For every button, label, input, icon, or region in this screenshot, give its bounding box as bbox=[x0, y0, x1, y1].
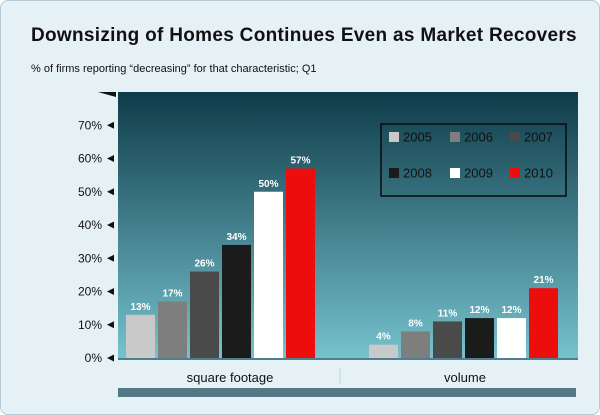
data-label: 34% bbox=[226, 232, 246, 243]
legend-label-2005: 2005 bbox=[403, 130, 432, 145]
legend-label-2009: 2009 bbox=[464, 166, 493, 181]
data-label: 17% bbox=[162, 288, 182, 299]
legend-swatch-2010 bbox=[510, 168, 520, 178]
legend-swatch-2006 bbox=[450, 132, 460, 142]
legend-label-2007: 2007 bbox=[524, 130, 553, 145]
data-label: 8% bbox=[408, 318, 423, 329]
chart-subtitle: % of firms reporting “decreasing” for th… bbox=[31, 63, 317, 75]
bar-2008-volume bbox=[465, 318, 494, 358]
data-label: 50% bbox=[258, 179, 278, 190]
data-label: 13% bbox=[130, 302, 150, 313]
y-tick-marker bbox=[107, 254, 114, 262]
y-tick-label: 50% bbox=[78, 185, 102, 199]
y-tick-marker bbox=[107, 121, 114, 129]
x-category-label: volume bbox=[444, 370, 486, 385]
y-tick-marker bbox=[107, 288, 114, 295]
y-tick-marker bbox=[107, 221, 114, 229]
chart-title: Downsizing of Homes Continues Even as Ma… bbox=[31, 25, 577, 46]
y-tick-label: 0% bbox=[85, 351, 103, 365]
data-label: 26% bbox=[194, 259, 214, 270]
bar-2006-square-footage bbox=[158, 301, 187, 358]
bar-2010-square-footage bbox=[286, 168, 315, 358]
legend-swatch-2005 bbox=[389, 132, 399, 142]
bar-2009-volume bbox=[497, 318, 526, 358]
bar-2009-square-footage bbox=[254, 191, 283, 358]
data-label: 12% bbox=[469, 305, 489, 316]
x-category-label: square footage bbox=[187, 370, 274, 385]
bar-2008-square-footage bbox=[222, 244, 251, 358]
data-label: 12% bbox=[501, 305, 521, 316]
legend-swatch-2008 bbox=[389, 168, 399, 178]
y-tick-label: 60% bbox=[78, 152, 102, 166]
y-tick-label: 70% bbox=[78, 118, 102, 132]
data-label: 11% bbox=[438, 308, 458, 319]
data-label: 4% bbox=[376, 332, 391, 343]
y-tick-label: 10% bbox=[78, 318, 102, 332]
footer-bar bbox=[118, 388, 576, 397]
x-axis-line bbox=[118, 358, 578, 360]
y-tick-marker bbox=[107, 321, 114, 329]
bar-2006-volume bbox=[401, 331, 430, 358]
bar-2005-volume bbox=[369, 344, 398, 358]
legend-box bbox=[380, 123, 567, 197]
y-tick-label: 20% bbox=[78, 285, 102, 299]
bar-2005-square-footage bbox=[126, 314, 155, 358]
bar-2007-volume bbox=[433, 321, 462, 358]
bar-2007-square-footage bbox=[190, 271, 219, 358]
legend-label-2010: 2010 bbox=[524, 166, 553, 181]
legend-label-2008: 2008 bbox=[403, 166, 432, 181]
axis-top-marker bbox=[98, 92, 116, 97]
y-tick-marker bbox=[107, 188, 114, 196]
legend-swatch-2007 bbox=[510, 132, 520, 142]
y-tick-marker bbox=[107, 155, 114, 162]
y-tick-label: 30% bbox=[78, 251, 102, 265]
legend-swatch-2009 bbox=[450, 168, 460, 178]
data-label: 57% bbox=[290, 155, 310, 166]
y-tick-label: 40% bbox=[78, 218, 102, 232]
bar-2010-volume bbox=[529, 288, 558, 358]
data-label: 21% bbox=[533, 275, 553, 286]
legend-label-2006: 2006 bbox=[464, 130, 493, 145]
y-tick-marker bbox=[107, 354, 114, 362]
